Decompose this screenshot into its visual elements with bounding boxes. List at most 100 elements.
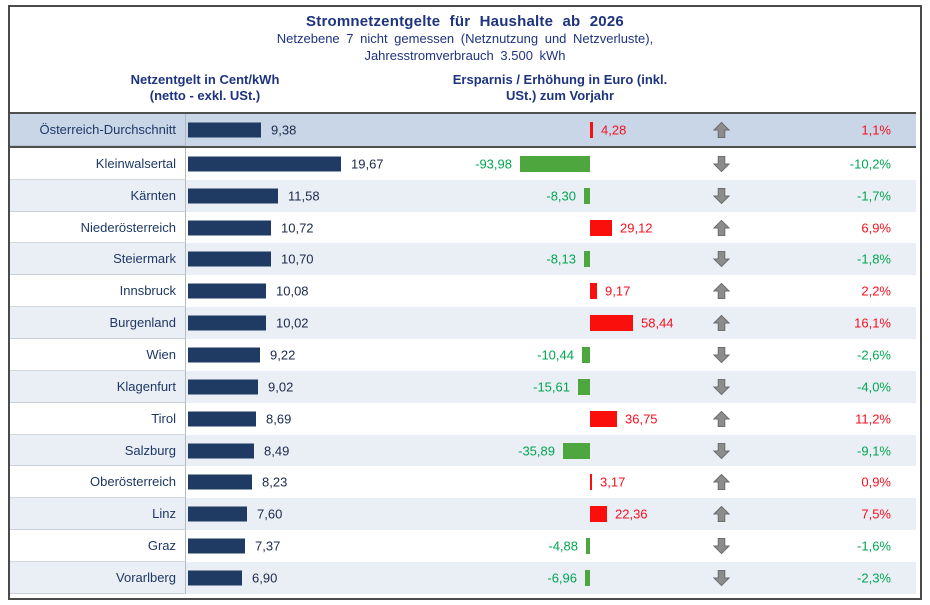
netzentgelt-bar [188,283,266,299]
row-bars: 8,23 3,17 0,9% [186,466,916,498]
netzentgelt-bar [188,315,266,331]
left-column-header: Netzentgelt in Cent/kWh (netto - exkl. U… [65,72,345,104]
row-bars: 9,22 -10,44 -2,6% [186,339,916,371]
percent-change: -2,6% [857,347,891,363]
netzentgelt-bar [188,122,261,138]
percent-change: -1,7% [857,188,891,204]
ersparnis-bar [520,155,590,172]
arrow-up-icon [712,314,731,332]
percent-change: 16,1% [854,315,891,331]
percent-change: 1,1% [861,122,891,138]
euro-value: -10,44 [537,347,574,363]
erhoehung-bar [590,219,612,236]
row-bars: 6,90 -6,96 -2,3% [186,562,916,594]
euro-value: -8,13 [546,251,576,267]
erhoehung-bar [590,315,633,332]
table-row: Tirol 8,69 36,75 11,2% [10,402,916,435]
percent-change: 6,9% [861,220,891,235]
euro-value: 29,12 [620,220,653,235]
netzentgelt-value: 10,70 [281,251,314,267]
region-label: Kleinwalsertal [10,147,186,180]
chart-frame: Stromnetzentgelte für Haushalte ab 2026 … [8,5,922,600]
rows: Österreich-Durchschnitt 9,38 4,28 1,1% Klein… [10,112,916,594]
netzentgelt-bar [188,506,247,522]
region-label: Graz [10,530,186,563]
percent-change: 11,2% [855,411,891,427]
percent-change: -1,6% [857,538,891,554]
netzentgelt-bar [188,220,271,235]
region-label: Wien [10,339,186,371]
percent-change: 7,5% [861,506,891,522]
region-label: Salzburg [10,434,186,467]
percent-change: -1,8% [857,251,891,267]
erhoehung-bar [590,410,617,427]
region-label: Innsbruck [10,275,186,308]
euro-value: 22,36 [615,506,648,522]
chart-subtitle-line2: Jahresstromverbrauch 3.500 kWh [364,48,566,63]
percent-change: -9,1% [857,443,891,459]
euro-value: -6,96 [547,570,577,586]
netzentgelt-bar [188,251,271,267]
row-bars: 8,49 -35,89 -9,1% [186,435,916,467]
table-row: Linz 7,60 22,36 7,5% [10,498,916,531]
table-row: Kärnten 11,58 -8,30 -1,7% [10,179,916,212]
netzentgelt-value: 8,23 [262,474,288,490]
ersparnis-bar [578,378,590,395]
row-bars: 7,60 22,36 7,5% [186,498,916,530]
table-row: Niederösterreich 10,72 29,12 6,9% [10,211,916,244]
table-row: Innsbruck 10,08 9,17 2,2% [10,275,916,308]
region-label: Oberösterreich [10,466,186,499]
row-bars: 10,72 29,12 6,9% [186,212,916,244]
table-row: Burgenland 10,02 58,44 16,1% [10,307,916,340]
title-block: Stromnetzentgelte für Haushalte ab 2026 … [10,13,920,64]
table-row: Oberösterreich 8,23 3,17 0,9% [10,466,916,499]
netzentgelt-bar [188,411,256,427]
region-label: Vorarlberg [10,562,186,594]
ersparnis-bar [586,538,590,555]
euro-value: 58,44 [641,315,674,331]
netzentgelt-bar [188,443,254,459]
netzentgelt-value: 9,22 [270,347,296,363]
region-label: Österreich-Durchschnitt [10,114,186,146]
percent-change: 0,9% [861,474,891,490]
arrow-up-icon [712,219,731,236]
netzentgelt-bar [188,474,252,490]
ersparnis-bar [585,569,590,586]
netzentgelt-value: 10,08 [276,283,309,299]
row-bars: 8,69 36,75 11,2% [186,403,916,435]
table-row: Österreich-Durchschnitt 9,38 4,28 1,1% [10,112,916,148]
region-label: Linz [10,498,186,531]
region-label: Kärnten [10,179,186,212]
netzentgelt-value: 7,37 [255,538,281,554]
euro-value: 9,17 [605,283,631,299]
ersparnis-bar [584,251,590,268]
chart-subtitle-line1: Netzebene 7 nicht gemessen (Netznutzung … [276,31,654,46]
euro-value: -15,61 [533,379,570,395]
chart-title: Stromnetzentgelte für Haushalte ab 2026 [306,13,624,30]
erhoehung-bar [590,121,593,138]
row-bars: 10,70 -8,13 -1,8% [186,243,916,275]
netzentgelt-value: 10,02 [276,315,309,331]
euro-value: 36,75 [625,411,658,427]
region-label: Steiermark [10,243,186,276]
table-row: Steiermark 10,70 -8,13 -1,8% [10,243,916,276]
euro-value: -4,88 [548,538,578,554]
arrow-down-icon [712,346,731,364]
percent-change: -4,0% [857,379,891,395]
erhoehung-bar [590,283,597,300]
row-bars: 7,37 -4,88 -1,6% [186,530,916,562]
table-row: Vorarlberg 6,90 -6,96 -2,3% [10,562,916,594]
euro-value: -93,98 [475,156,512,172]
euro-value: 4,28 [601,122,627,138]
ersparnis-bar [563,442,590,459]
table-row: Graz 7,37 -4,88 -1,6% [10,530,916,563]
netzentgelt-bar [188,538,245,554]
region-label: Klagenfurt [10,370,186,403]
netzentgelt-bar [188,347,260,363]
region-label: Niederösterreich [10,211,186,244]
arrow-down-icon [712,442,731,459]
arrow-up-icon [712,506,731,523]
erhoehung-bar [590,506,607,523]
netzentgelt-value: 19,67 [351,156,384,172]
netzentgelt-bar [188,188,278,204]
